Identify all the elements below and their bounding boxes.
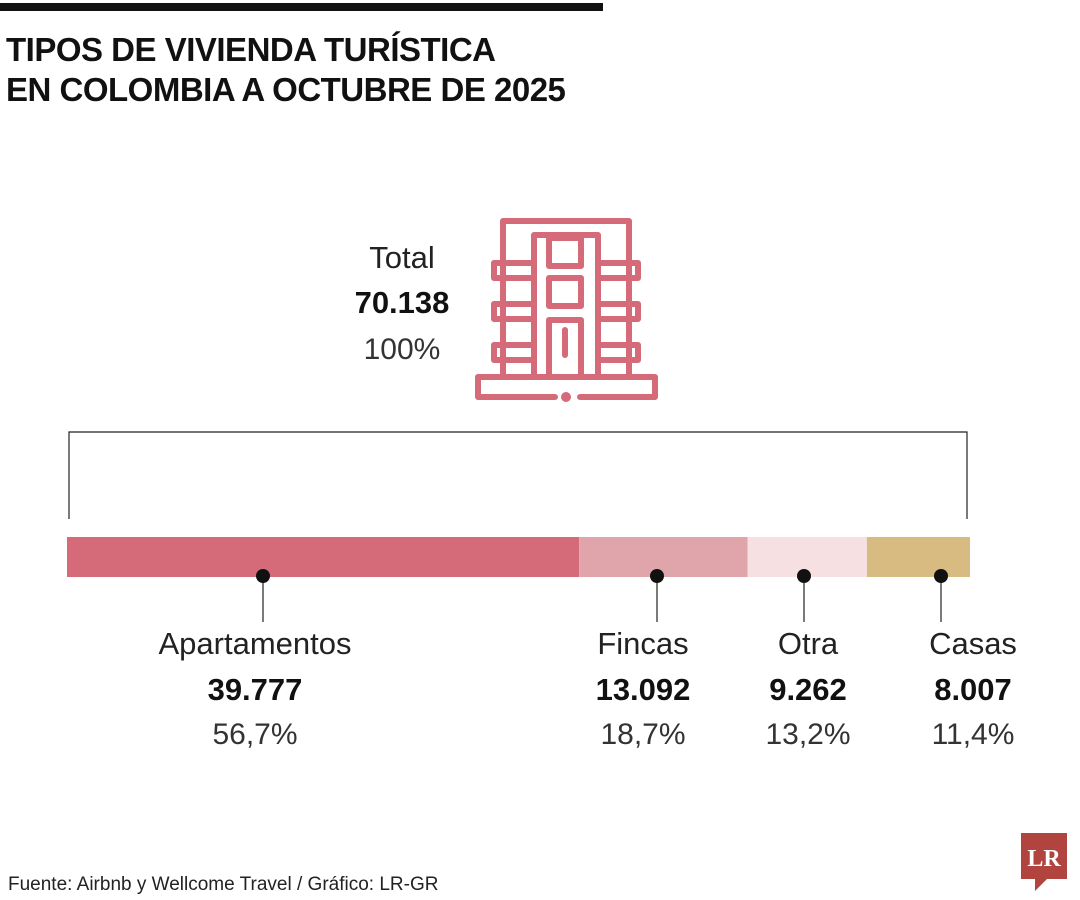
value-label: 9.262 bbox=[769, 672, 847, 707]
value-label: 39.777 bbox=[207, 672, 303, 707]
title-line-1: TIPOS DE VIVIENDA TURÍSTICA bbox=[6, 31, 496, 68]
total-label: Total bbox=[369, 240, 435, 275]
value-label: 8.007 bbox=[934, 672, 1012, 707]
value-label: 13.092 bbox=[595, 672, 691, 707]
source-note: Fuente: Airbnb y Wellcome Travel / Gráfi… bbox=[8, 874, 439, 895]
bar-segment-casas bbox=[866, 537, 970, 577]
leader-dot bbox=[256, 569, 270, 583]
leader-dot bbox=[650, 569, 664, 583]
total-percent: 100% bbox=[363, 333, 441, 366]
svg-text:LR: LR bbox=[1027, 846, 1061, 872]
building-icon bbox=[475, 218, 658, 402]
chart-title: TIPOS DE VIVIENDA TURÍSTICA EN COLOMBIA … bbox=[6, 30, 566, 110]
total-bracket bbox=[68, 431, 968, 519]
bar-segment-apartamentos bbox=[67, 537, 580, 577]
leader-dot bbox=[797, 569, 811, 583]
title-line-2: EN COLOMBIA A OCTUBRE DE 2025 bbox=[6, 71, 566, 108]
total-value: 70.138 bbox=[354, 285, 450, 320]
bar-segment-fincas bbox=[579, 537, 748, 577]
percent-label: 13,2% bbox=[765, 718, 851, 751]
percent-label: 18,7% bbox=[600, 718, 686, 751]
category-label: Casas bbox=[929, 626, 1017, 661]
category-label: Apartamentos bbox=[158, 626, 352, 661]
percent-label: 11,4% bbox=[931, 718, 1015, 751]
category-label: Otra bbox=[777, 626, 839, 661]
leader-dot bbox=[934, 569, 948, 583]
lr-logo: LR bbox=[1021, 833, 1067, 896]
category-label: Fincas bbox=[597, 626, 689, 661]
top-rule bbox=[0, 3, 603, 11]
percent-label: 56,7% bbox=[212, 718, 298, 751]
